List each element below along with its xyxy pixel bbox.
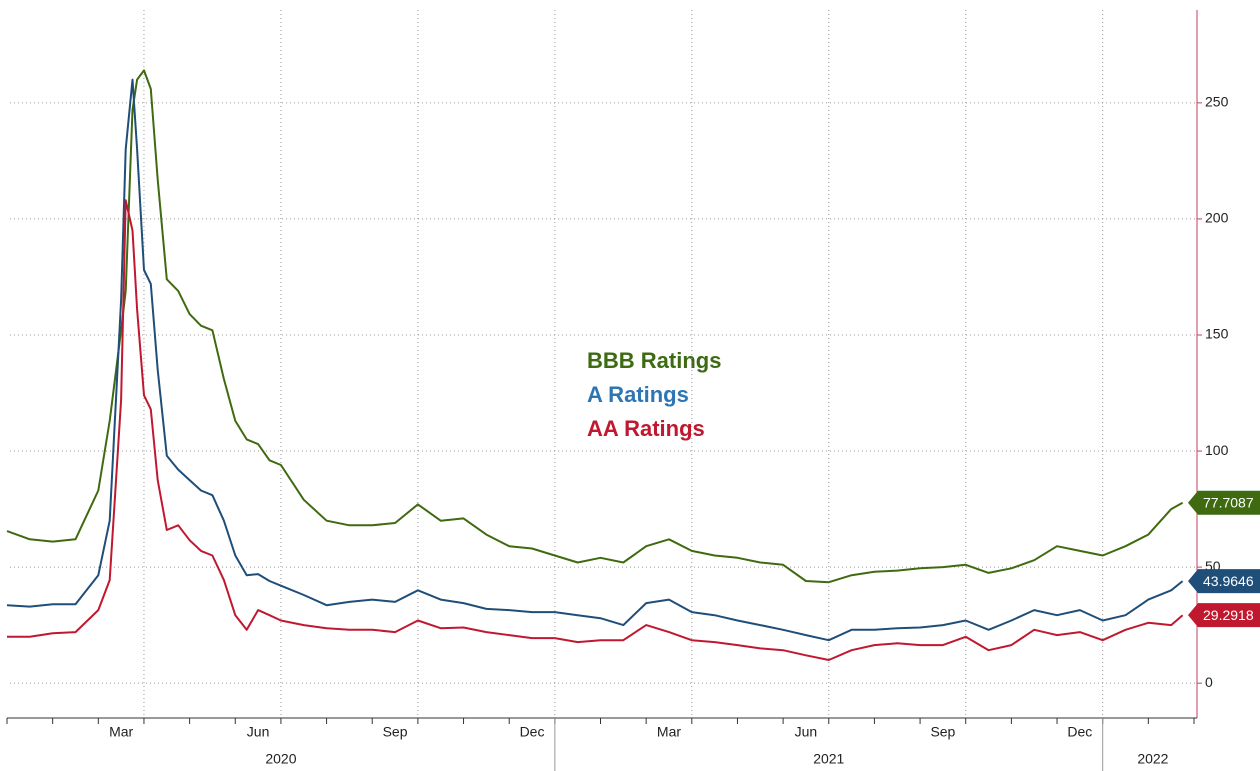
series-line: [7, 199, 1184, 661]
x-tick-label: Mar: [657, 724, 681, 740]
y-tick-label: 250: [1205, 94, 1229, 110]
legend: BBB Ratings A Ratings AA Ratings: [587, 348, 721, 441]
y-tick-label: 150: [1205, 326, 1229, 342]
year-label: 2020: [265, 751, 296, 767]
x-tick-label: Dec: [1067, 724, 1092, 740]
legend-entry: A Ratings: [587, 382, 689, 407]
x-tick-label: Mar: [109, 724, 133, 740]
year-label: 2022: [1137, 751, 1168, 767]
end-label: 29.2918: [1203, 607, 1254, 623]
end-label-tag: [1188, 490, 1260, 515]
x-tick-label: Sep: [383, 724, 408, 740]
series-line: [6, 69, 1184, 584]
x-tick-label: Jun: [247, 724, 270, 740]
legend-entry: BBB Ratings: [587, 348, 721, 373]
x-tick-label: Jun: [795, 724, 818, 740]
y-tick-label: 0: [1205, 674, 1213, 690]
x-tick-label: Sep: [930, 724, 955, 740]
end-label-tag: [1188, 603, 1260, 628]
y-tick-label: 200: [1205, 210, 1229, 226]
x-tick-label: Dec: [520, 724, 545, 740]
end-label: 77.7087: [1203, 494, 1254, 510]
end-label: 43.9646: [1203, 573, 1254, 589]
series-line: [6, 78, 1184, 642]
year-label: 2021: [813, 751, 844, 767]
y-tick-label: 100: [1205, 442, 1229, 458]
end-label-tag: [1188, 569, 1260, 594]
legend-entry: AA Ratings: [587, 416, 705, 441]
